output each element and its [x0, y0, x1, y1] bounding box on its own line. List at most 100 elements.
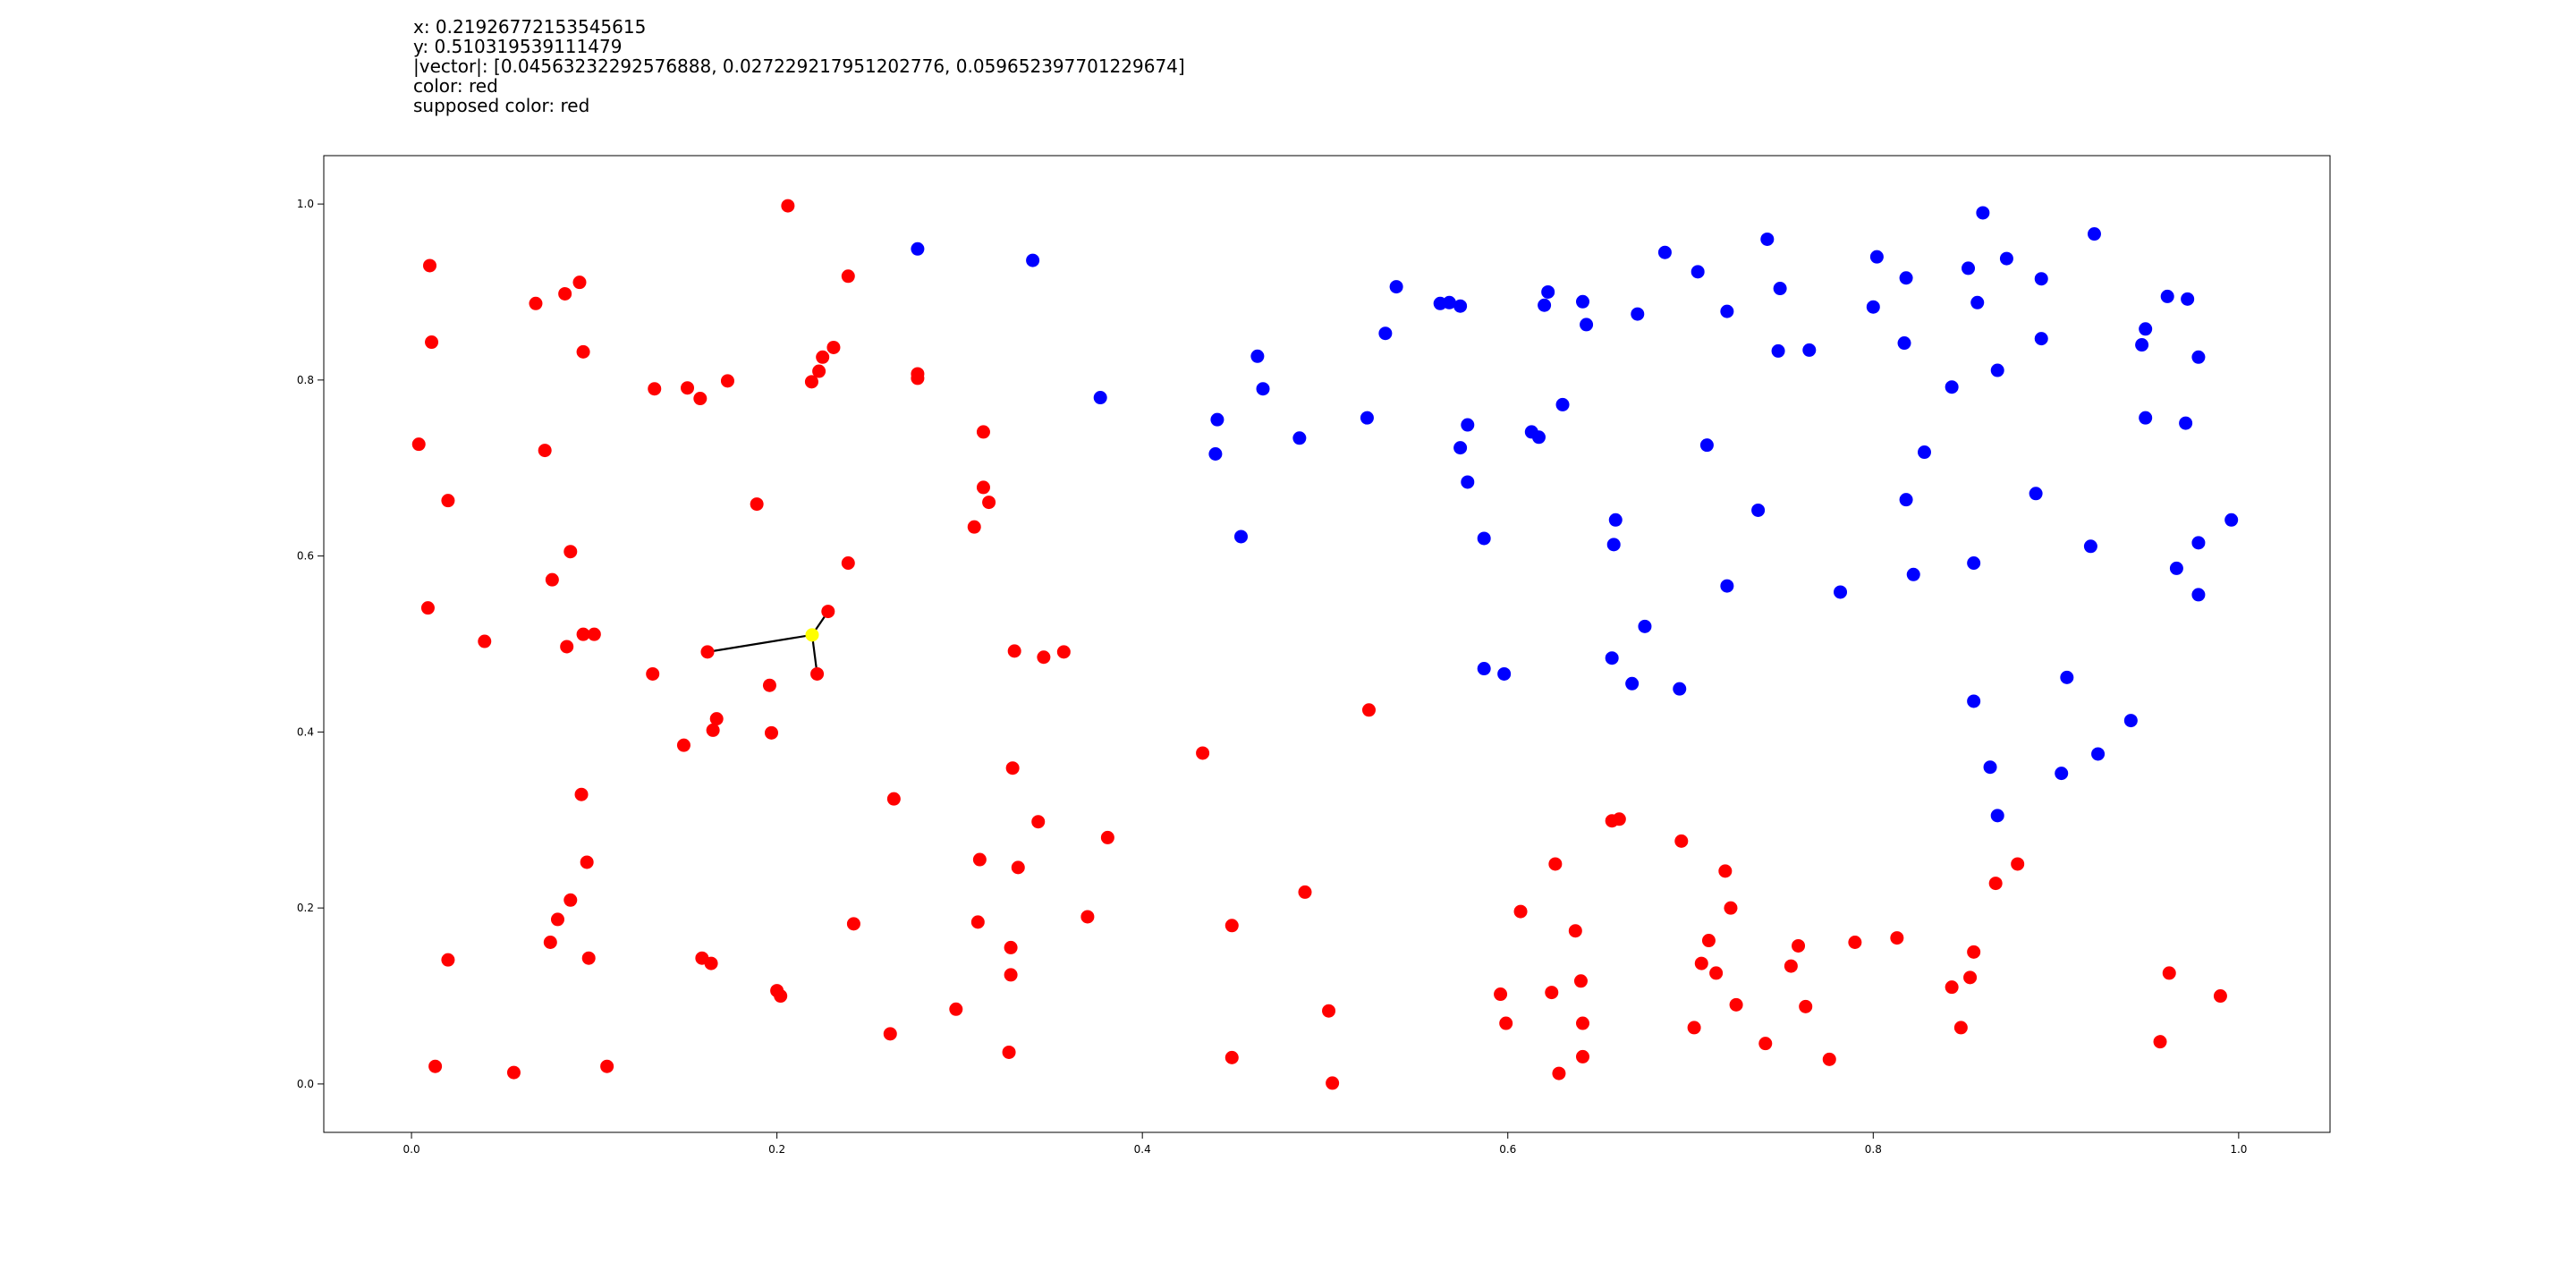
- blue-point: [1673, 682, 1687, 696]
- red-point: [1568, 924, 1582, 938]
- red-point: [1799, 999, 1813, 1013]
- blue-point: [1477, 662, 1491, 676]
- red-point: [676, 738, 691, 752]
- blue-point: [1699, 438, 1714, 453]
- red-point: [1037, 650, 1051, 665]
- y-tick-label: 0.8: [297, 374, 314, 386]
- red-point: [1988, 877, 2003, 891]
- red-point: [1031, 815, 1046, 829]
- red-point: [529, 296, 543, 310]
- red-point: [1552, 1066, 1566, 1080]
- red-point: [1674, 834, 1689, 848]
- red-point: [2213, 989, 2227, 1004]
- red-point: [441, 494, 455, 508]
- red-point: [982, 496, 996, 510]
- readout-panel: x: 0.21926772153545615 y: 0.510319539111…: [413, 17, 1185, 115]
- red-point: [841, 269, 855, 284]
- plot-area-frame: [323, 155, 2331, 1133]
- red-point: [576, 627, 590, 641]
- blue-point: [1497, 666, 1512, 681]
- red-point: [646, 666, 660, 681]
- blue-point: [2029, 487, 2043, 501]
- blue-point: [1531, 430, 1546, 445]
- blue-point: [1962, 261, 1976, 275]
- red-point: [1326, 1076, 1340, 1090]
- x-tick-label: 0.6: [1499, 1143, 1516, 1156]
- blue-point: [1477, 531, 1491, 546]
- x-tick-label: 0.4: [1134, 1143, 1151, 1156]
- blue-point: [1773, 282, 1787, 296]
- y-tick-label: 0.4: [297, 725, 314, 738]
- red-point: [976, 480, 990, 495]
- neighbor-line: [707, 633, 813, 653]
- red-point: [648, 382, 662, 396]
- red-point: [581, 951, 596, 965]
- red-point: [1953, 1021, 1968, 1035]
- red-point: [425, 335, 439, 350]
- y-axis: 0.0 0.2 0.4 0.6 0.8 1.0: [297, 198, 324, 1090]
- red-point: [1848, 936, 1862, 950]
- red-point: [478, 634, 492, 648]
- blue-point: [1638, 619, 1652, 633]
- blue-point: [1720, 304, 1734, 318]
- red-point: [1499, 1016, 1513, 1030]
- blue-point: [1608, 513, 1623, 527]
- red-point: [1494, 987, 1508, 1002]
- red-point: [411, 437, 426, 452]
- readout-supposed-color: supposed color: red: [413, 95, 590, 116]
- readout-y: y: 0.510319539111479: [413, 36, 623, 57]
- red-point: [1758, 1037, 1773, 1051]
- red-point: [812, 364, 826, 378]
- blue-point: [1657, 245, 1672, 259]
- red-point: [1545, 986, 1559, 1000]
- blue-point: [1690, 265, 1705, 279]
- red-point: [545, 572, 559, 587]
- blue-point: [2191, 350, 2206, 364]
- red-point: [1322, 1004, 1336, 1018]
- red-point: [1718, 864, 1733, 878]
- blue-point: [2160, 289, 2174, 303]
- neighbor-lines: [707, 610, 829, 674]
- blue-point: [1026, 253, 1040, 267]
- blue-point: [1967, 694, 1981, 708]
- blue-point: [1625, 676, 1640, 691]
- blue-point: [1541, 284, 1555, 299]
- red-point: [1004, 968, 1018, 982]
- blue-point: [1575, 294, 1589, 309]
- blue-point: [1580, 318, 1594, 332]
- red-point: [1298, 885, 1312, 899]
- blue-point: [2034, 332, 2048, 346]
- red-point: [428, 1059, 443, 1073]
- red-point: [580, 855, 594, 869]
- red-point: [1224, 919, 1239, 933]
- red-point: [972, 852, 987, 867]
- blue-point: [2181, 292, 2195, 306]
- red-point: [574, 787, 589, 801]
- red-point: [1687, 1021, 1701, 1035]
- red-point: [1967, 945, 1981, 959]
- red-point: [420, 601, 435, 615]
- blue-point: [2169, 561, 2183, 575]
- readout-x: x: 0.21926772153545615: [413, 16, 647, 38]
- blue-point: [1802, 343, 1817, 357]
- red-point: [587, 627, 601, 641]
- blue-point: [1233, 530, 1248, 544]
- red-point: [886, 792, 901, 806]
- blue-point: [1378, 326, 1393, 341]
- blue-point: [2139, 322, 2153, 336]
- red-point: [1080, 910, 1095, 924]
- blue-point: [2123, 714, 2138, 728]
- query-point: [805, 628, 819, 642]
- x-tick-label: 1.0: [2230, 1143, 2247, 1156]
- blue-point: [1834, 585, 1848, 599]
- blue-point: [1210, 412, 1224, 427]
- red-point: [564, 545, 578, 559]
- red-point: [826, 340, 841, 354]
- red-point: [810, 666, 825, 681]
- red-point: [1100, 830, 1114, 844]
- blue-point: [1292, 431, 1307, 445]
- blue-point: [1605, 651, 1619, 665]
- blue-point: [1945, 380, 1959, 394]
- y-tick-label: 0.0: [297, 1078, 314, 1090]
